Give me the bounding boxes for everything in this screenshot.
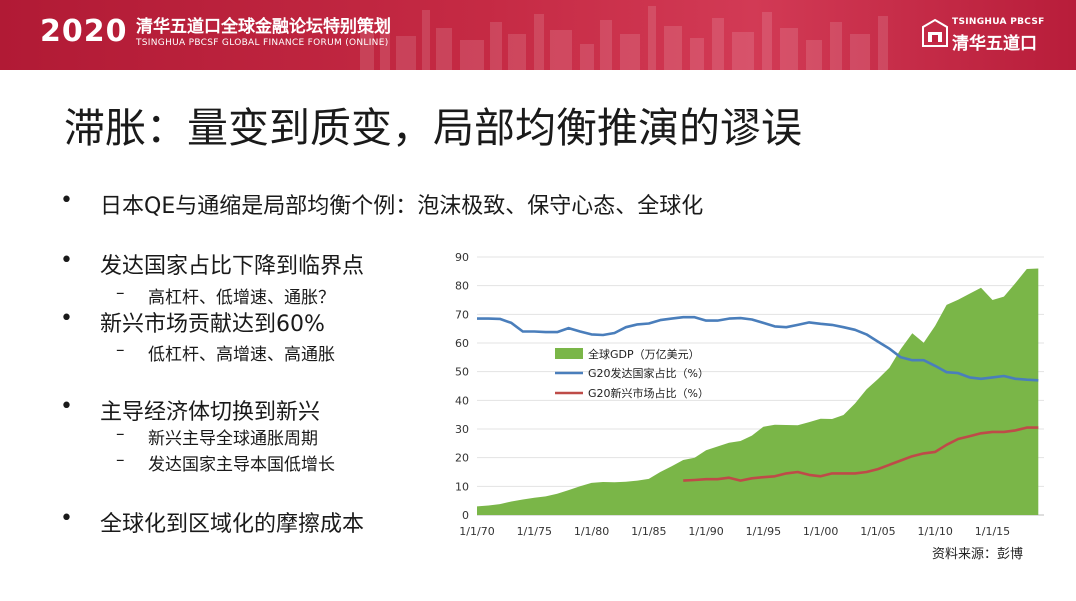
sub-bullet-text: 低杠杆、高增速、高通胀 [148,345,335,365]
sub-bullet-text: 高杠杆、低增速、通胀？ [148,288,335,308]
plot-area [477,268,1039,515]
x-tick-label: 1/1/05 [860,525,895,538]
series-line [477,315,1039,382]
dash-icon: – [116,283,125,303]
brand-name-cn: 清华五道口 [952,34,1037,54]
dash-icon: – [116,424,125,444]
legend-swatch [555,348,583,359]
chart-legend: 全球GDP（万亿美元） G20发达国家占比（%） G20新兴市场占比（%） [555,347,709,400]
y-tick-label: 30 [455,423,469,436]
y-tick-label: 60 [455,337,469,350]
bullet-text: 新兴市场贡献达到60% [100,312,325,337]
dash-icon: – [116,340,125,360]
x-tick-label: 1/1/85 [631,525,666,538]
bullet-dot-icon: • [60,188,73,213]
pbcsf-logo-icon [922,18,948,47]
gdp-area [477,268,1039,515]
x-tick-label: 1/1/00 [803,525,838,538]
y-tick-label: 70 [455,308,469,321]
source-note: 资料来源：彭博 [932,547,1024,562]
bullet-dot-icon: • [60,248,73,273]
x-tick-label: 1/1/70 [459,525,494,538]
bullet-text: 日本QE与通缩是局部均衡个例：泡沫极致、保守心态、全球化 [100,194,704,219]
bullet-text: 主导经济体切换到新兴 [100,400,321,425]
series-line [683,426,1039,482]
header-banner: 2020 清华五道口全球金融论坛特别策划 TSINGHUA PBCSF GLOB… [0,0,1076,70]
y-tick-label: 80 [455,280,469,293]
x-tick-label: 1/1/95 [746,525,781,538]
y-tick-label: 50 [455,366,469,379]
bullet-dot-icon: • [60,506,73,531]
y-tick-label: 90 [455,251,469,264]
x-tick-label: 1/1/15 [975,525,1010,538]
y-tick-label: 0 [462,509,469,522]
banner-year: 2020 [40,14,128,49]
y-tick-label: 10 [455,480,469,493]
bullet-text: 全球化到区域化的摩擦成本 [100,512,365,537]
slide-title: 滞胀：量变到质变，局部均衡推演的谬误 [64,104,802,152]
legend-label: G20发达国家占比（%） [588,366,709,380]
sub-bullet-text: 新兴主导全球通胀周期 [148,429,318,449]
dash-icon: – [116,450,125,470]
legend-label: 全球GDP（万亿美元） [588,347,700,361]
x-tick-label: 1/1/75 [517,525,552,538]
x-tick-label: 1/1/80 [574,525,609,538]
brand-name-en: TSINGHUA PBCSF [952,17,1045,27]
skyline-decoration [360,6,888,70]
bullet-dot-icon: • [60,394,73,419]
banner-title: 清华五道口全球金融论坛特别策划 [136,17,391,37]
x-axis: 1/1/70 1/1/75 1/1/80 1/1/85 1/1/90 1/1/95 1/1/… [459,514,1044,538]
legend-label: G20新兴市场占比（%） [588,386,709,400]
y-tick-label: 40 [455,394,469,407]
sub-bullet-text: 发达国家主导本国低增长 [148,455,335,475]
banner-subtitle: TSINGHUA PBCSF GLOBAL FINANCE FORUM (ONL… [136,38,389,48]
x-tick-label: 1/1/90 [688,525,723,538]
x-tick-label: 1/1/10 [917,525,952,538]
bullet-dot-icon: • [60,306,73,331]
y-tick-label: 20 [455,452,469,465]
bullet-text: 发达国家占比下降到临界点 [100,254,365,279]
